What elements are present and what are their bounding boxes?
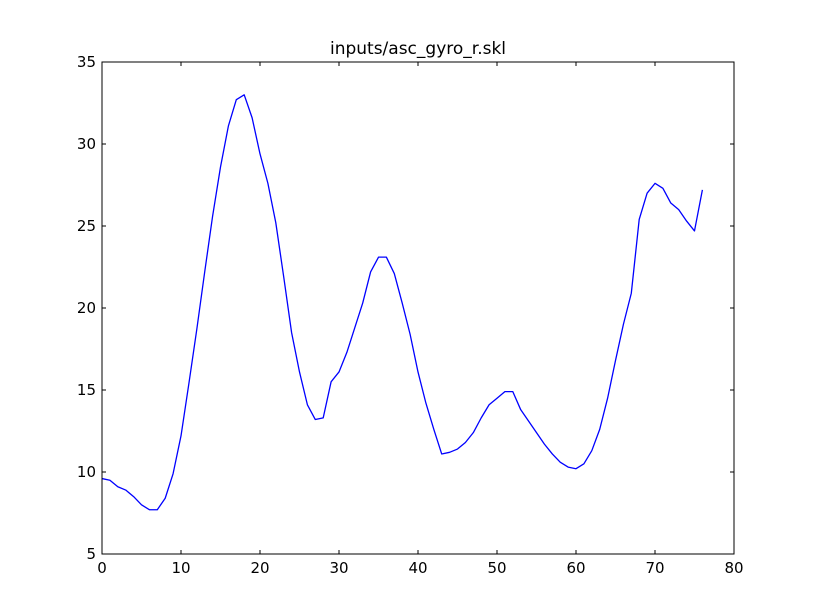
x-tick-label: 60 <box>566 559 585 577</box>
chart-title: inputs/asc_gyro_r.skl <box>330 39 506 59</box>
series-line <box>101 94 704 511</box>
y-tick-label: 5 <box>86 545 96 563</box>
y-tick-label: 25 <box>77 217 96 235</box>
x-tick-label: 20 <box>250 559 269 577</box>
y-tick-label: 35 <box>77 53 96 71</box>
plot-area <box>101 94 704 511</box>
x-tick-label: 0 <box>97 559 107 577</box>
x-tick-label: 80 <box>724 559 743 577</box>
x-tick-label: 10 <box>171 559 190 577</box>
x-tick-label: 30 <box>329 559 348 577</box>
x-axis: 0 10 20 30 40 50 60 70 80 <box>97 62 744 577</box>
y-tick-label: 20 <box>77 299 96 317</box>
y-tick-label: 10 <box>77 463 96 481</box>
y-tick-label: 15 <box>77 381 96 399</box>
y-axis: 5 10 15 20 25 30 35 <box>77 53 734 563</box>
plot-frame <box>101 61 735 555</box>
x-tick-label: 50 <box>487 559 506 577</box>
x-tick-label: 70 <box>645 559 664 577</box>
y-tick-label: 30 <box>77 135 96 153</box>
x-tick-label: 40 <box>408 559 427 577</box>
